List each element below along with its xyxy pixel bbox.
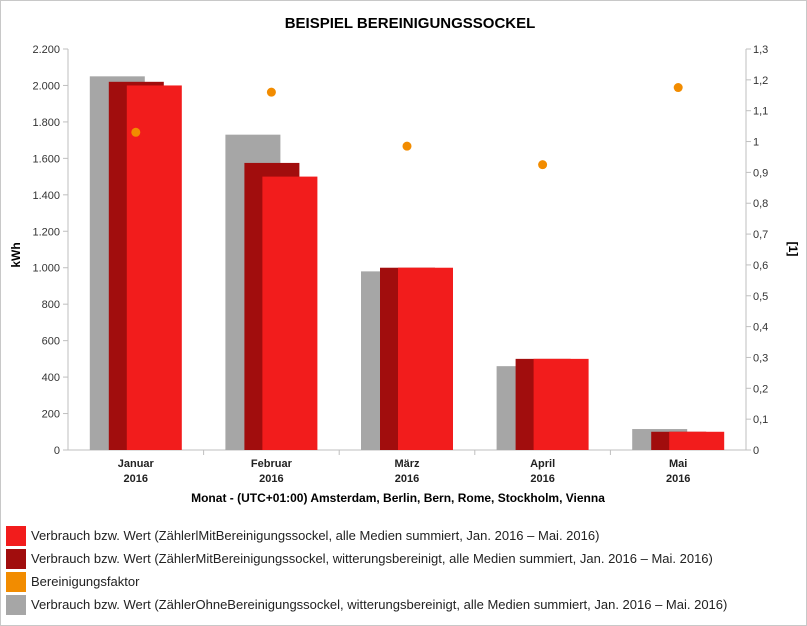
y2-tick-label: 0,1 bbox=[753, 414, 768, 426]
y-tick-label: 0 bbox=[54, 445, 60, 457]
x-tick-label: Mai bbox=[669, 458, 687, 470]
bar-3 bbox=[398, 267, 453, 450]
y2-tick-label: 0,4 bbox=[753, 322, 768, 334]
y2-tick-label: 0,6 bbox=[753, 260, 768, 272]
scatter-point bbox=[402, 141, 412, 151]
x-axis-label: Monat - (UTC+01:00) Amsterdam, Berlin, B… bbox=[191, 491, 605, 505]
legend-item[interactable]: Verbrauch bzw. Wert (ZählerOhneBereinigu… bbox=[6, 593, 801, 616]
y2-tick-label: 0,9 bbox=[753, 167, 768, 179]
y-tick-label: 1.600 bbox=[32, 153, 60, 165]
x-tick-label: März bbox=[394, 458, 420, 470]
y-tick-label: 2.000 bbox=[32, 80, 60, 92]
y2-tick-label: 0,3 bbox=[753, 352, 768, 364]
y2-tick-label: 0,8 bbox=[753, 198, 768, 210]
y-axis-label: kWh bbox=[9, 242, 23, 267]
y-tick-label: 2.200 bbox=[32, 44, 60, 56]
scatter-point bbox=[131, 127, 141, 137]
bar-3 bbox=[126, 85, 182, 451]
legend-label: Bereinigungsfaktor bbox=[31, 574, 140, 589]
y2-tick-label: 0,2 bbox=[753, 383, 768, 395]
x-tick-label: Januar bbox=[118, 458, 155, 470]
x-tick-label-year: 2016 bbox=[395, 473, 419, 485]
y-tick-label: 1.400 bbox=[32, 190, 60, 202]
x-tick-label-year: 2016 bbox=[666, 473, 690, 485]
y-tick-label: 1.800 bbox=[32, 117, 60, 129]
legend-swatch bbox=[6, 571, 26, 592]
bar-3 bbox=[669, 431, 725, 450]
y-tick-label: 200 bbox=[42, 409, 60, 421]
x-tick-label-year: 2016 bbox=[259, 473, 283, 485]
y2-tick-label: 1,2 bbox=[753, 75, 768, 87]
x-tick-label: April bbox=[530, 458, 555, 470]
x-tick-label-year: 2016 bbox=[124, 473, 148, 485]
legend-swatch bbox=[6, 594, 26, 615]
y-tick-label: 400 bbox=[42, 372, 60, 384]
scatter-point bbox=[266, 87, 276, 97]
y2-tick-label: 1,1 bbox=[753, 106, 768, 118]
bar-3 bbox=[262, 176, 318, 450]
legend-swatch bbox=[6, 548, 26, 569]
y2-tick-label: 1 bbox=[753, 137, 759, 149]
y-tick-label: 1.000 bbox=[32, 263, 60, 275]
y2-axis-label: [1] bbox=[786, 242, 800, 257]
scatter-point bbox=[538, 160, 548, 170]
legend-label: Verbrauch bzw. Wert (ZählerOhneBereinigu… bbox=[31, 597, 728, 612]
y2-tick-label: 1,3 bbox=[753, 44, 768, 56]
plot-area: 0 200 400 600 800 1.000 1.200 1.400 1.600 1.800 2.… bbox=[32, 44, 768, 485]
y2-tick-label: 0 bbox=[753, 445, 759, 457]
y2-tick-label: 0,5 bbox=[753, 291, 768, 303]
x-tick-label: Februar bbox=[251, 458, 293, 470]
y-tick-label: 800 bbox=[42, 299, 60, 311]
bar-3 bbox=[533, 358, 589, 450]
legend-label: Verbrauch bzw. Wert (ZählerlMitBereinigu… bbox=[31, 528, 600, 543]
chart-title: BEISPIEL BEREINIGUNGSSOCKEL bbox=[285, 15, 536, 32]
chart-svg: BEISPIEL BEREINIGUNGSSOCKEL kWh [1] Mona… bbox=[9, 15, 800, 505]
legend-item[interactable]: Verbrauch bzw. Wert (ZählerlMitBereinigu… bbox=[6, 524, 801, 547]
legend-swatch bbox=[6, 525, 26, 546]
scatter-point bbox=[673, 83, 683, 93]
legend-item[interactable]: Verbrauch bzw. Wert (ZählerMitBereinigun… bbox=[6, 547, 801, 570]
legend-label: Verbrauch bzw. Wert (ZählerMitBereinigun… bbox=[31, 551, 713, 566]
y-tick-label: 600 bbox=[42, 336, 60, 348]
legend-item[interactable]: Bereinigungsfaktor bbox=[6, 570, 801, 593]
x-tick-label-year: 2016 bbox=[530, 473, 554, 485]
legend: Verbrauch bzw. Wert (ZählerlMitBereinigu… bbox=[6, 524, 801, 616]
y-tick-label: 1.200 bbox=[32, 226, 60, 238]
y2-tick-label: 0,7 bbox=[753, 229, 768, 241]
